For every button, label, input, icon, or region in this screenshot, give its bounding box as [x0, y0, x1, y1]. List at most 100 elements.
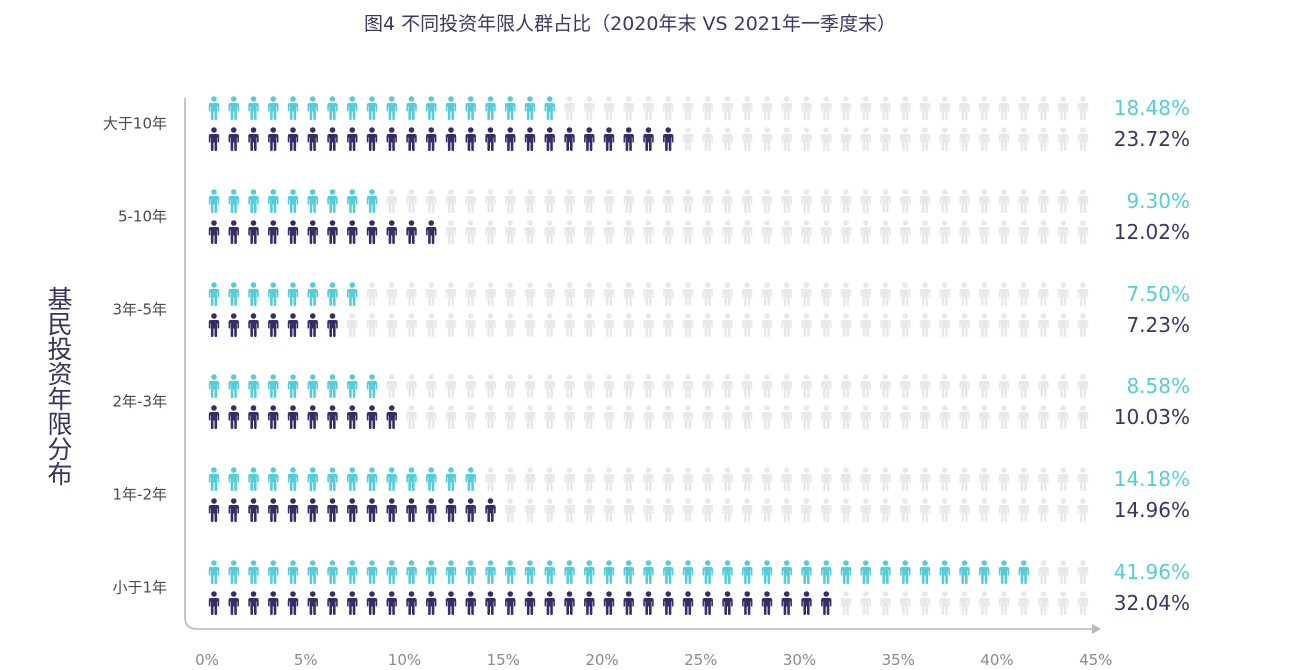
person-icon [564, 405, 575, 429]
person-icon [1077, 313, 1089, 337]
person-icon [347, 189, 358, 213]
person-icon [564, 189, 575, 213]
person-icon [702, 591, 713, 615]
person-icon [406, 498, 417, 522]
person-icon [228, 313, 239, 337]
value-label-2020: 41.96% [1114, 560, 1190, 584]
person-icon [347, 405, 358, 429]
person-icon [781, 189, 792, 213]
person-icon [524, 591, 536, 615]
person-icon [623, 374, 634, 398]
person-icon [643, 220, 654, 244]
person-icon [426, 282, 437, 306]
person-icon [663, 498, 674, 522]
person-icon [959, 498, 970, 522]
person-icon [208, 560, 220, 584]
person-icon [900, 467, 911, 491]
person-icon [801, 189, 812, 213]
person-icon [1077, 591, 1089, 615]
person-icon [939, 405, 950, 429]
person-icon [702, 467, 713, 491]
person-icon [544, 560, 555, 584]
person-icon [900, 127, 911, 151]
person-icon [1038, 405, 1049, 429]
person-icon [366, 591, 378, 615]
person-icon [584, 467, 595, 491]
person-icon [1077, 405, 1089, 429]
series-2021-icon-row [208, 313, 1089, 337]
person-icon [564, 498, 575, 522]
person-icon [445, 189, 457, 213]
person-icon [347, 560, 358, 584]
person-icon [268, 374, 279, 398]
person-icon [860, 467, 871, 491]
person-icon [998, 282, 1010, 306]
series-2020-icon-row [208, 560, 1089, 584]
person-icon [1038, 560, 1049, 584]
person-icon [1038, 374, 1049, 398]
person-icon [386, 189, 397, 213]
person-icon [761, 96, 773, 120]
person-icon [465, 127, 476, 151]
person-icon [1058, 498, 1069, 522]
person-icon [643, 189, 654, 213]
person-icon [544, 405, 555, 429]
person-icon [880, 189, 891, 213]
person-icon [959, 405, 970, 429]
person-icon [485, 498, 496, 522]
person-icon [584, 220, 595, 244]
person-icon [505, 313, 516, 337]
person-icon [248, 560, 259, 584]
value-label-2021: 10.03% [1114, 405, 1190, 429]
person-icon [505, 374, 516, 398]
person-icon [584, 313, 595, 337]
person-icon [781, 591, 792, 615]
person-icon [327, 220, 338, 244]
person-icon [1038, 220, 1049, 244]
person-icon [742, 374, 753, 398]
person-icon [761, 498, 773, 522]
person-icon [386, 96, 397, 120]
person-icon [248, 127, 259, 151]
person-icon [781, 220, 792, 244]
person-icon [682, 374, 694, 398]
person-icon [465, 189, 476, 213]
person-icon [623, 591, 634, 615]
person-icon [880, 374, 891, 398]
person-icon [821, 127, 832, 151]
person-icon [268, 405, 279, 429]
person-icon [347, 96, 358, 120]
person-icon [287, 467, 299, 491]
person-icon [801, 96, 812, 120]
person-icon [1018, 560, 1029, 584]
person-icon [327, 467, 338, 491]
person-icon [840, 220, 852, 244]
person-icon [663, 189, 674, 213]
person-icon [919, 374, 931, 398]
person-icon [1018, 96, 1029, 120]
person-icon [860, 220, 871, 244]
person-icon [505, 96, 516, 120]
person-icon [979, 282, 990, 306]
person-icon [781, 467, 792, 491]
person-icon [307, 591, 318, 615]
value-label-2021: 12.02% [1114, 220, 1190, 244]
person-icon [248, 591, 259, 615]
person-icon [327, 282, 338, 306]
person-icon [485, 560, 496, 584]
person-icon [584, 96, 595, 120]
person-icon [465, 313, 476, 337]
person-icon [840, 127, 852, 151]
person-icon [722, 220, 733, 244]
person-icon [584, 189, 595, 213]
person-icon [426, 591, 437, 615]
person-icon [623, 282, 634, 306]
person-icon [1058, 282, 1069, 306]
person-icon [840, 591, 852, 615]
person-icon [347, 127, 358, 151]
person-icon [603, 189, 615, 213]
person-icon [682, 498, 694, 522]
person-icon [998, 220, 1010, 244]
person-icon [722, 467, 733, 491]
person-icon [1018, 405, 1029, 429]
